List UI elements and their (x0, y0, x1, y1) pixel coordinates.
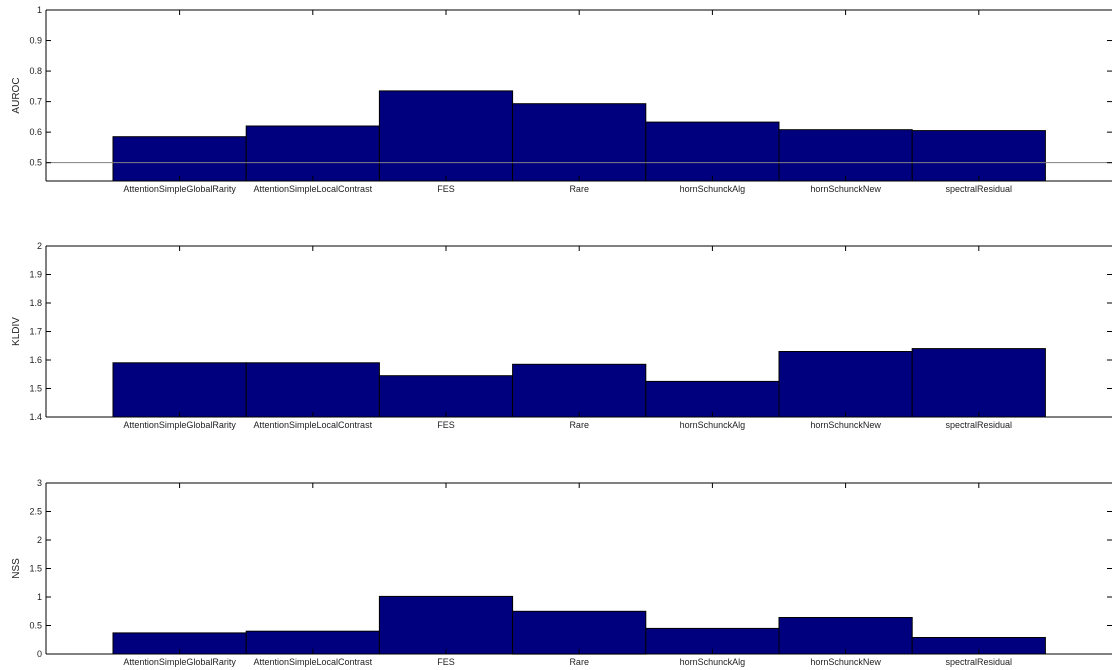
y-tick-label: 1.5 (29, 384, 42, 394)
nss-panel: 0 0.5 1 1.5 2 2.5 3 AttentionSimpleGlobalRarity… (11, 478, 1112, 667)
y-tick-label: 1.6 (29, 355, 42, 365)
y-tick-label: 1.9 (29, 270, 42, 280)
x-category-label: hornSchunckAlg (680, 657, 746, 667)
bar-attention-simple-local-contrast (245, 125, 380, 182)
y-tick-label: 1.8 (29, 298, 42, 308)
auroc-panel: 0.5 0.6 0.7 0.8 0.9 1 AttentionSimpleGlobalRar… (11, 5, 1112, 194)
x-category-label: hornSchunckNew (810, 657, 881, 667)
bar-rare (512, 103, 647, 182)
y-tick-label: 1.4 (29, 412, 42, 422)
x-category-label: hornSchunckNew (810, 420, 881, 430)
bar-rare (512, 363, 647, 418)
bar-spectral-residual (911, 348, 1046, 418)
x-category-label: FES (437, 184, 455, 194)
y-tick-label: 2.5 (29, 507, 42, 517)
x-category-label: spectralResidual (946, 657, 1013, 667)
x-category-label: Rare (569, 657, 589, 667)
bar-attention-simple-global-rarity (112, 136, 247, 182)
y-axis-label: NSS (11, 558, 22, 579)
x-category-label: AttentionSimpleGlobalRarity (123, 657, 236, 667)
x-category-label: FES (437, 420, 455, 430)
y-tick-label: 0.8 (29, 66, 42, 76)
bar-horn-schunck-alg (645, 380, 780, 418)
y-tick-label: 2 (37, 241, 42, 251)
bar-rare (512, 610, 647, 655)
y-tick-label: 3 (37, 478, 42, 488)
bar-horn-schunck-new (778, 351, 913, 418)
y-tick-label: 0.9 (29, 36, 42, 46)
y-tick-label: 1 (37, 592, 42, 602)
y-tick-label: 2 (37, 535, 42, 545)
x-category-label: AttentionSimpleLocalContrast (254, 657, 373, 667)
bar-attention-simple-global-rarity (112, 362, 247, 418)
x-category-label: AttentionSimpleLocalContrast (254, 184, 373, 194)
bar-fes (378, 595, 514, 655)
y-tick-label: 1 (37, 5, 42, 15)
bar-fes (378, 375, 514, 418)
y-tick-label: 0.7 (29, 97, 42, 107)
y-tick-label: 1.5 (29, 564, 42, 574)
kldiv-panel: 1.4 1.5 1.6 1.7 1.8 1.9 2 AttentionSimpleGlobal… (11, 241, 1112, 430)
x-category-label: spectralResidual (946, 420, 1013, 430)
y-axis-label: KLDIV (11, 317, 22, 346)
y-tick-label: 0.5 (29, 621, 42, 631)
y-axis-label: AUROC (11, 77, 22, 113)
x-category-label: Rare (569, 184, 589, 194)
x-category-label: spectralResidual (946, 184, 1013, 194)
y-tick-label: 0 (37, 649, 42, 659)
x-category-label: hornSchunckNew (810, 184, 881, 194)
x-category-label: hornSchunckAlg (680, 420, 746, 430)
x-category-label: hornSchunckAlg (680, 184, 746, 194)
y-tick-label: 0.5 (29, 158, 42, 168)
x-category-label: AttentionSimpleLocalContrast (254, 420, 373, 430)
bar-spectral-residual (911, 130, 1046, 182)
bar-horn-schunck-new (778, 129, 913, 182)
x-category-label: AttentionSimpleGlobalRarity (123, 420, 236, 430)
y-tick-label: 1.7 (29, 327, 42, 337)
x-category-label: AttentionSimpleGlobalRarity (123, 184, 236, 194)
x-category-label: Rare (569, 420, 589, 430)
bar-fes (378, 90, 514, 182)
x-category-label: FES (437, 657, 455, 667)
bar-horn-schunck-new (778, 617, 913, 655)
bar-horn-schunck-alg (645, 121, 780, 182)
bar-attention-simple-local-contrast (245, 362, 380, 418)
y-tick-label: 0.6 (29, 127, 42, 137)
